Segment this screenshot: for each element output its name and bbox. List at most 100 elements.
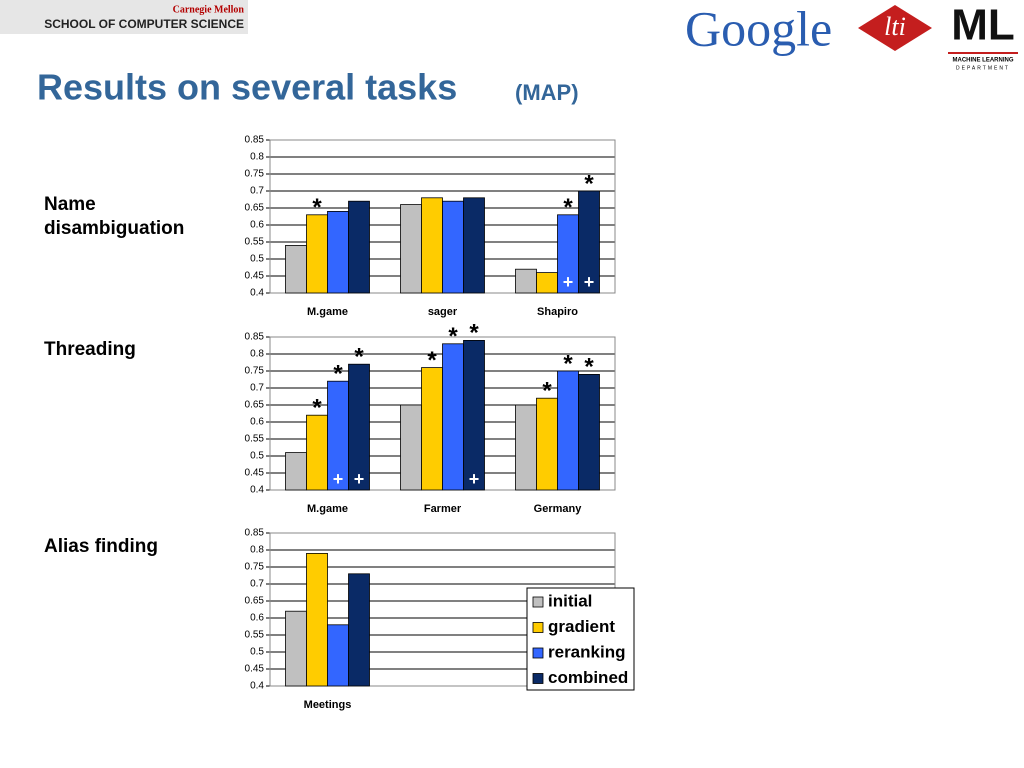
y-tick-label: 0.7 [250, 186, 264, 197]
x-tick-label: M.game [307, 306, 348, 318]
y-tick-label: 0.4 [250, 681, 264, 692]
y-tick-label: 0.75 [245, 562, 265, 573]
header-band [0, 0, 248, 34]
significance-star: * [584, 354, 594, 381]
bar [327, 210, 349, 294]
y-tick-label: 0.85 [245, 528, 265, 539]
y-tick-label: 0.4 [250, 485, 264, 496]
bar [421, 197, 443, 294]
y-tick-label: 0.8 [250, 152, 264, 163]
university: Carnegie Mellon [173, 4, 245, 15]
bar [285, 244, 307, 294]
y-tick-label: 0.4 [250, 288, 264, 299]
y-tick-label: 0.55 [245, 434, 265, 445]
bar [463, 197, 485, 294]
bar [536, 272, 558, 294]
x-tick-label: sager [428, 306, 458, 318]
significance-star: * [333, 361, 343, 388]
y-tick-label: 0.8 [250, 545, 264, 556]
significance-star: * [469, 320, 479, 347]
lti-logo: lti [884, 12, 906, 41]
y-tick-label: 0.6 [250, 220, 264, 231]
significance-star: * [584, 170, 594, 197]
significance-star: * [563, 194, 573, 221]
bar [348, 200, 370, 294]
bar [400, 404, 422, 491]
y-tick-label: 0.75 [245, 169, 265, 180]
slide-title: Results on several tasks [37, 67, 457, 108]
legend-label: reranking [548, 642, 625, 661]
x-tick-label: M.game [307, 503, 348, 515]
y-tick-label: 0.85 [245, 332, 265, 343]
bar [515, 268, 537, 294]
significance-star: * [563, 350, 573, 377]
legend-swatch [532, 647, 544, 659]
bar [578, 190, 600, 294]
y-tick-label: 0.45 [245, 271, 265, 282]
bar [348, 363, 370, 491]
y-tick-label: 0.65 [245, 203, 265, 214]
y-tick-label: 0.6 [250, 417, 264, 428]
significance-star: * [427, 347, 437, 374]
school: SCHOOL OF COMPUTER SCIENCE [44, 17, 244, 31]
significance-plus: + [469, 469, 480, 489]
bar [578, 373, 600, 491]
ml-sub: DEPARTMENT [956, 65, 1010, 71]
legend-label: gradient [548, 617, 615, 636]
x-tick-label: Meetings [304, 699, 352, 711]
y-tick-label: 0.6 [250, 613, 264, 624]
bar [557, 370, 579, 491]
legend-box [526, 587, 635, 691]
significance-star: * [542, 378, 552, 405]
x-tick-label: Farmer [424, 503, 462, 515]
y-tick-label: 0.45 [245, 468, 265, 479]
legend-label: initial [548, 591, 592, 610]
y-tick-label: 0.45 [245, 664, 265, 675]
bar [515, 404, 537, 491]
bar [536, 397, 558, 491]
google-logo: Google [685, 0, 832, 56]
title-suffix: (MAP) [515, 80, 579, 105]
y-tick-label: 0.7 [250, 383, 264, 394]
bar [421, 367, 443, 491]
y-tick-label: 0.85 [245, 135, 265, 146]
y-tick-label: 0.5 [250, 647, 264, 658]
bar [442, 200, 464, 294]
bar [306, 553, 328, 687]
y-tick-label: 0.65 [245, 596, 265, 607]
legend-label: combined [548, 668, 628, 687]
bar [442, 343, 464, 491]
bar [285, 610, 307, 687]
x-tick-label: Shapiro [537, 306, 578, 318]
bar [463, 339, 485, 491]
bar [327, 624, 349, 687]
y-tick-label: 0.55 [245, 237, 265, 248]
bar [285, 452, 307, 491]
ml-logo: ML [951, 1, 1015, 50]
row-label: Threading [44, 339, 136, 360]
bar [400, 204, 422, 294]
bar [348, 573, 370, 687]
ml-sub: MACHINE LEARNING [953, 58, 1014, 64]
significance-star: * [448, 323, 458, 350]
significance-star: * [312, 395, 322, 422]
y-tick-label: 0.75 [245, 366, 265, 377]
bar [306, 414, 328, 491]
row-label: Name disambiguation [44, 194, 184, 239]
significance-star: * [312, 194, 322, 221]
x-tick-label: Germany [534, 503, 583, 515]
row-label: Alias finding [44, 536, 158, 557]
bar [306, 214, 328, 294]
y-tick-label: 0.7 [250, 579, 264, 590]
legend-swatch [532, 622, 544, 633]
y-tick-label: 0.8 [250, 349, 264, 360]
significance-plus: + [584, 272, 595, 292]
significance-plus: + [333, 469, 344, 489]
legend-swatch [532, 673, 544, 684]
significance-plus: + [563, 272, 574, 292]
ml-rule [948, 52, 1018, 54]
legend-swatch [532, 596, 544, 608]
y-tick-label: 0.55 [245, 630, 265, 641]
y-tick-label: 0.65 [245, 400, 265, 411]
